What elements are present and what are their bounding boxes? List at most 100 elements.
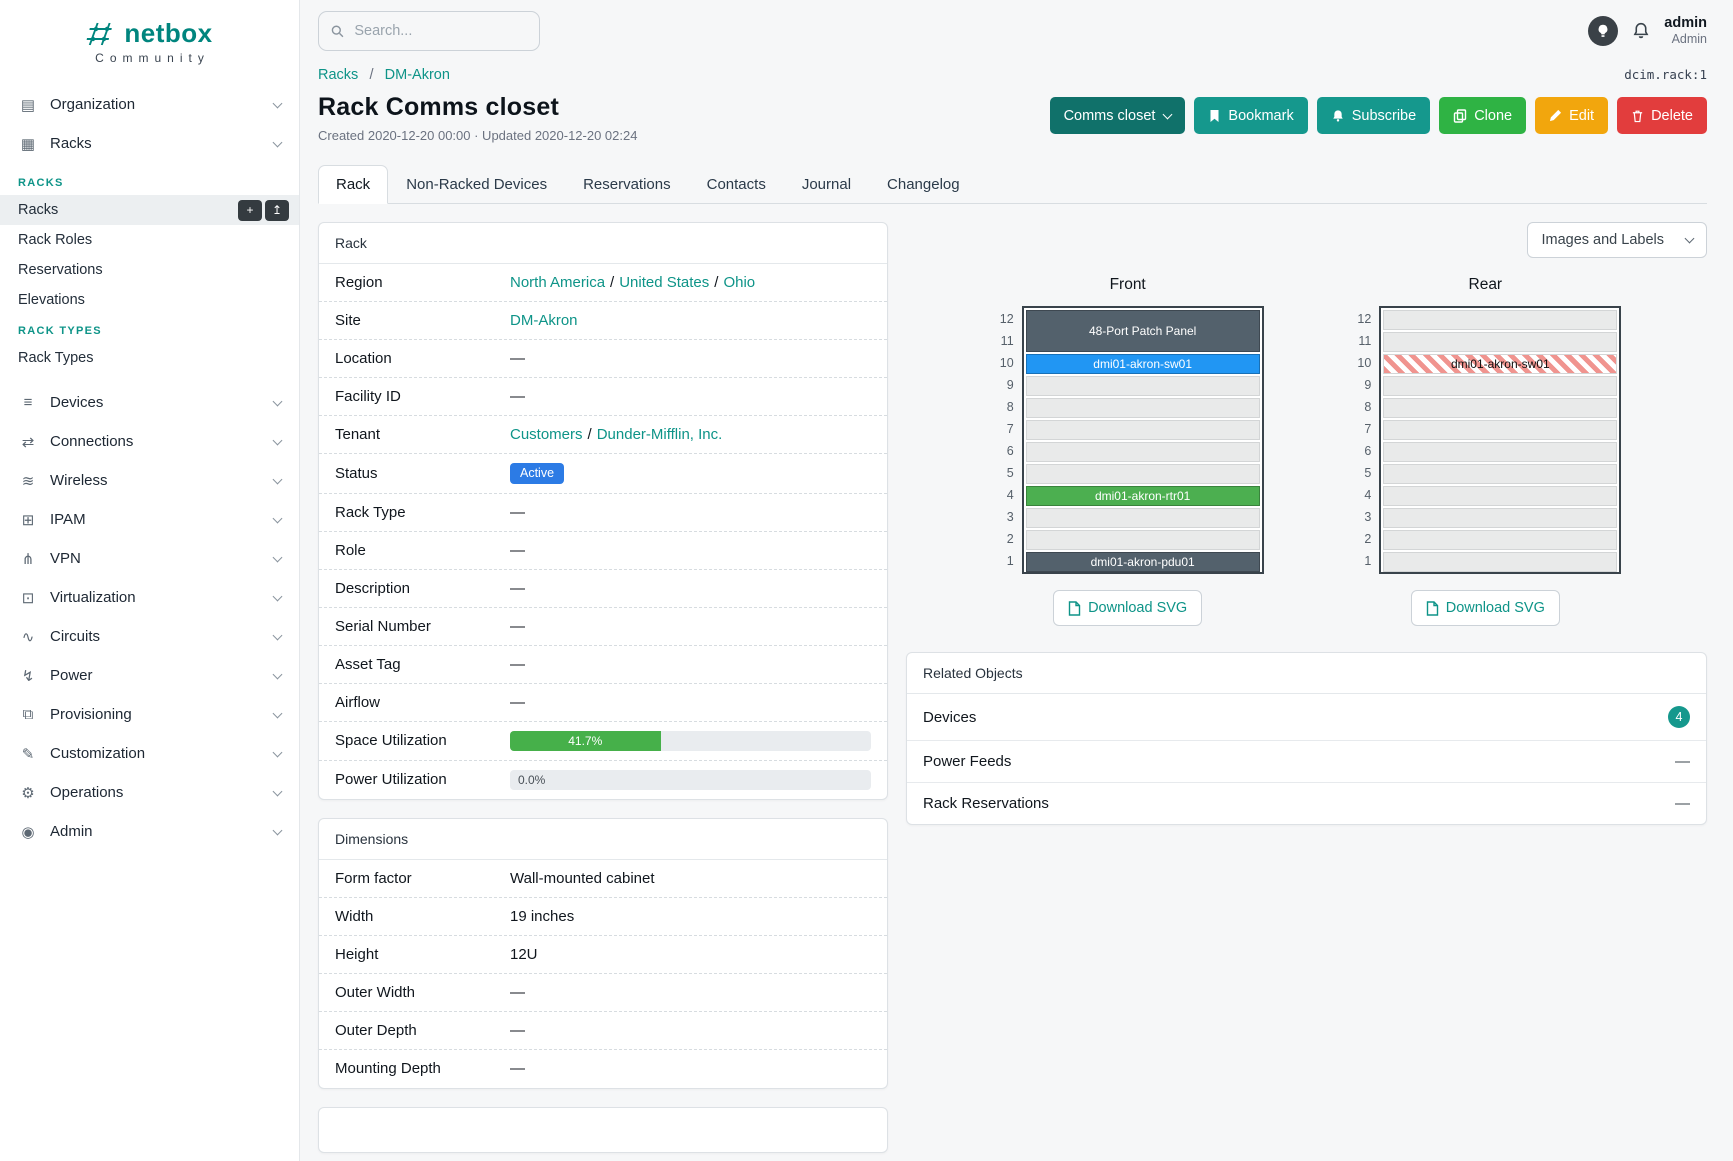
status-badge: Active xyxy=(510,463,565,484)
chevron-down-icon xyxy=(272,552,283,562)
action-buttons: Comms closet Bookmark xyxy=(1049,97,1707,134)
rack-unit-number: 11 xyxy=(1000,334,1014,348)
notifications-button[interactable] xyxy=(1632,22,1650,40)
tenant-group-link[interactable]: Customers xyxy=(510,426,583,443)
sidebar-item-connections[interactable]: ⇄ Connections xyxy=(0,422,299,461)
chevron-down-icon xyxy=(272,825,283,835)
edit-button[interactable]: Edit xyxy=(1535,97,1609,134)
rack-unit-empty xyxy=(1025,508,1260,528)
related-row-power-feeds[interactable]: Power Feeds — xyxy=(907,741,1706,783)
left-column: Rack Region North America / United States /… xyxy=(318,222,888,1161)
field-row-role: Role — xyxy=(319,532,887,570)
page-content: Rack Region North America / United States /… xyxy=(300,204,1733,1161)
sidebar-item-provisioning[interactable]: ⧉ Provisioning xyxy=(0,695,299,734)
tab-non-racked-devices[interactable]: Non-Racked Devices xyxy=(406,176,548,193)
topbar: admin Admin xyxy=(300,0,1733,62)
sidebar-item-wireless[interactable]: ≋ Wireless xyxy=(0,461,299,500)
tab-reservations[interactable]: Reservations xyxy=(583,176,671,193)
operations-icon: ⚙ xyxy=(21,784,35,802)
region-link[interactable]: North America xyxy=(510,274,606,291)
related-row-devices[interactable]: Devices 4 xyxy=(907,694,1706,741)
related-row-rack-reservations[interactable]: Rack Reservations — xyxy=(923,795,1690,812)
sidebar-item-customization[interactable]: ✎ Customization xyxy=(0,734,299,773)
rack-unit-number: 11 xyxy=(1358,334,1372,348)
bookmark-button[interactable]: Bookmark xyxy=(1194,97,1308,134)
rack-unit-number: 7 xyxy=(1364,422,1372,436)
rack-unit-empty xyxy=(1383,486,1618,506)
separator: / xyxy=(714,274,719,291)
sidebar-item-organization[interactable]: ▤ Organization xyxy=(0,85,299,124)
tab-changelog[interactable]: Changelog xyxy=(887,176,960,193)
sidebar-item-racks[interactable]: ▦ Racks xyxy=(0,124,299,163)
breadcrumb-link-site[interactable]: DM-Akron xyxy=(384,67,450,83)
clone-button[interactable]: Clone xyxy=(1439,97,1527,134)
chevron-down-icon xyxy=(272,747,283,757)
sidebar-nav: ▤ Organization ▦ Racks RACKS Racks + ↥ xyxy=(0,85,299,851)
elevation-view-select[interactable]: Images and Labels xyxy=(1527,222,1707,258)
rack-unit-empty xyxy=(1383,530,1618,550)
related-objects-card: Related Objects Devices 4 Power Feeds — … xyxy=(906,652,1707,825)
chevron-down-icon xyxy=(272,435,283,445)
page-title: Rack Comms closet xyxy=(318,93,559,121)
brand[interactable]: netbox Community xyxy=(0,0,299,71)
rack-device[interactable]: 48-Port Patch Panel xyxy=(1025,310,1260,352)
user-role: Admin xyxy=(1671,32,1707,47)
devices-icon: ≡ xyxy=(23,394,33,411)
sidebar-item-circuits[interactable]: ∿ Circuits xyxy=(0,617,299,656)
object-actions-dropdown[interactable]: Comms closet xyxy=(1049,97,1186,134)
subscribe-button[interactable]: Subscribe xyxy=(1316,97,1431,134)
sidebar-item-devices[interactable]: ≡ Devices xyxy=(0,383,299,422)
ipam-icon: ⊞ xyxy=(21,511,35,529)
sidebar-item-virtualization[interactable]: ⊡ Virtualization xyxy=(0,578,299,617)
download-svg-front-button[interactable]: Download SVG xyxy=(1053,590,1203,626)
user-menu[interactable]: admin Admin xyxy=(1664,15,1707,47)
chevron-down-icon xyxy=(272,630,283,640)
region-link[interactable]: Ohio xyxy=(723,274,756,291)
rack-unit-empty xyxy=(1025,464,1260,484)
import-racks-button[interactable]: ↥ xyxy=(265,199,289,221)
field-row-outer-width: Outer Width — xyxy=(319,974,887,1012)
right-column: Images and Labels Front 12 11 10 9 8 7 6 5 4 3 2 1 … xyxy=(906,222,1707,1161)
search-input[interactable] xyxy=(352,22,527,40)
rack-device[interactable]: dmi01-akron-rtr01 xyxy=(1025,486,1260,506)
sidebar-subitem-rack-roles[interactable]: Rack Roles xyxy=(18,232,93,248)
sidebar-subitem-reservations[interactable]: Reservations xyxy=(18,262,103,278)
breadcrumb-link-racks[interactable]: Racks xyxy=(318,67,359,83)
field-row-width: Width 19 inches xyxy=(319,898,887,936)
sidebar-item-vpn[interactable]: ⋔ VPN xyxy=(0,539,299,578)
sidebar-item-ipam[interactable]: ⊞ IPAM xyxy=(0,500,299,539)
rack-unit-empty xyxy=(1025,398,1260,418)
unit-numbers: 12 11 10 9 8 7 6 5 4 3 2 1 xyxy=(1349,306,1379,574)
sidebar-item-power[interactable]: ↯ Power xyxy=(0,656,299,695)
site-link[interactable]: DM-Akron xyxy=(510,312,578,329)
sidebar-item-admin[interactable]: ◉ Admin xyxy=(0,812,299,851)
add-rack-button[interactable]: + xyxy=(238,199,262,221)
tenant-link[interactable]: Dunder-Mifflin, Inc. xyxy=(596,426,723,443)
delete-button[interactable]: Delete xyxy=(1617,97,1707,134)
tab-rack[interactable]: Rack xyxy=(318,165,389,204)
sidebar-item-operations[interactable]: ⚙ Operations xyxy=(0,773,299,812)
theme-toggle-button[interactable] xyxy=(1588,15,1619,46)
region-link[interactable]: United States xyxy=(619,274,710,291)
rack-device[interactable]: dmi01-akron-sw01 xyxy=(1025,354,1260,374)
copy-icon xyxy=(1453,108,1467,123)
rack-card-title: Rack xyxy=(319,223,887,264)
rack-unit-number: 9 xyxy=(1364,378,1372,392)
field-row-outer-depth: Outer Depth — xyxy=(319,1012,887,1050)
tab-journal[interactable]: Journal xyxy=(801,176,852,193)
chevron-down-icon xyxy=(272,137,283,147)
search-box xyxy=(318,11,540,51)
sidebar-subitem-elevations[interactable]: Elevations xyxy=(18,292,85,308)
racks-icon: ▦ xyxy=(20,135,36,153)
chevron-down-icon xyxy=(272,396,283,406)
tab-contacts[interactable]: Contacts xyxy=(706,176,766,193)
rack-unit-number: 2 xyxy=(1006,532,1014,546)
rack-device[interactable]: dmi01-akron-pdu01 xyxy=(1025,552,1260,572)
rack-device[interactable]: dmi01-akron-sw01 xyxy=(1383,354,1618,374)
sidebar-subitem-racks[interactable]: Racks + ↥ xyxy=(0,195,299,225)
devices-count-badge: 4 xyxy=(1668,706,1690,728)
power-utilization-bar: 0.0% xyxy=(510,769,871,790)
rack-unit-number: 5 xyxy=(1006,466,1014,480)
sidebar-subitem-rack-types[interactable]: Rack Types xyxy=(18,350,94,366)
download-svg-rear-button[interactable]: Download SVG xyxy=(1410,590,1560,626)
